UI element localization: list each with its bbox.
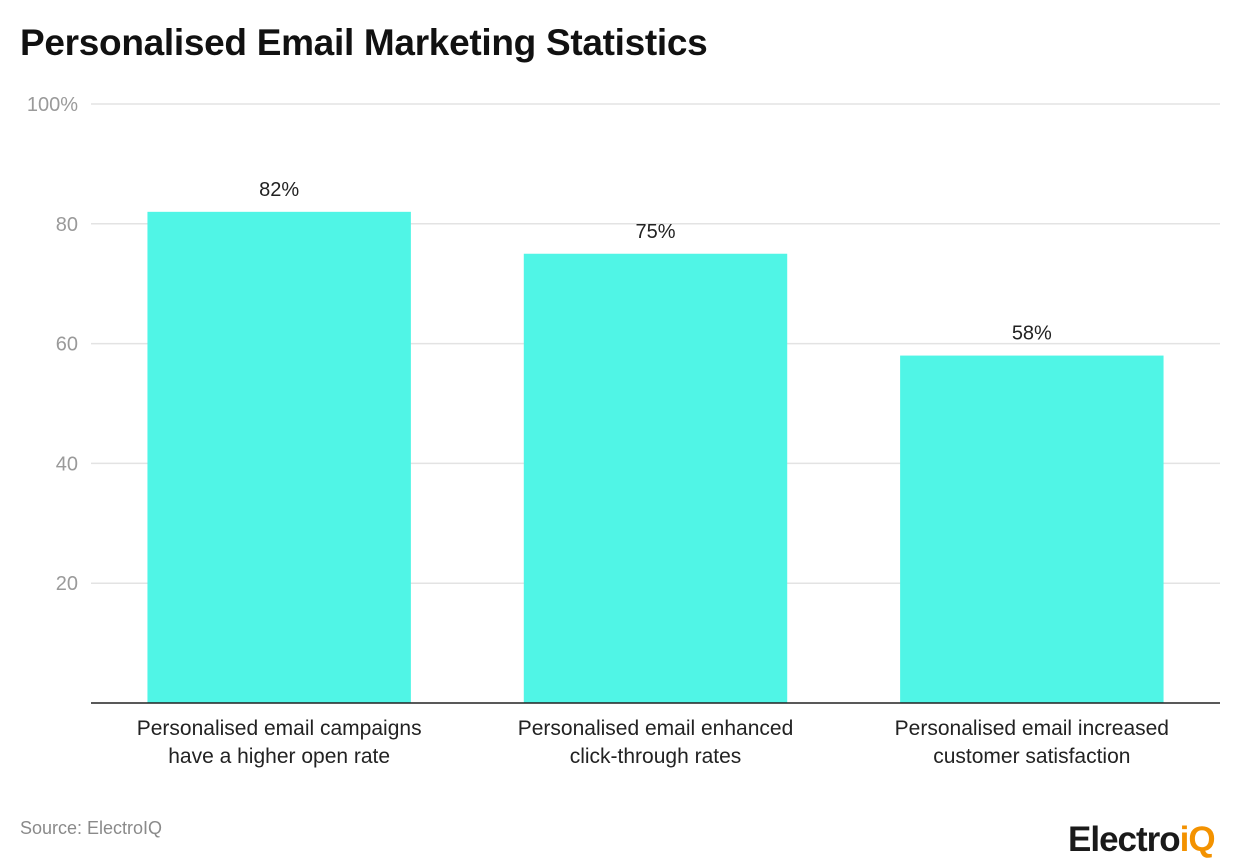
- x-tick-label: click-through rates: [570, 745, 742, 768]
- y-tick-label: 40: [56, 453, 78, 475]
- electroiq-logo: ElectroiQ: [1068, 820, 1216, 859]
- data-label: 58%: [1012, 323, 1052, 345]
- x-tick-label: have a higher open rate: [168, 745, 390, 768]
- bar: [523, 253, 788, 703]
- y-tick-label: 20: [56, 573, 78, 595]
- x-tick-label: Personalised email increased: [895, 717, 1169, 740]
- bar: [147, 211, 411, 703]
- y-tick-label: 80: [56, 214, 78, 236]
- y-tick-label: 60: [56, 334, 78, 356]
- x-tick-label: Personalised email enhanced: [518, 717, 794, 740]
- bar-chart: 20 40 60 80 100% 82% Personalised email campai…: [27, 94, 1220, 768]
- x-tick-label: customer satisfaction: [933, 745, 1130, 768]
- chart-title: Personalised Email Marketing Statistics: [20, 22, 708, 63]
- data-label: 75%: [635, 221, 675, 243]
- y-tick-label: 100%: [27, 94, 78, 116]
- data-label: 82%: [259, 179, 299, 201]
- bar: [900, 355, 1164, 703]
- source-note: Source: ElectroIQ: [20, 818, 163, 838]
- x-tick-label: Personalised email campaigns: [137, 717, 422, 740]
